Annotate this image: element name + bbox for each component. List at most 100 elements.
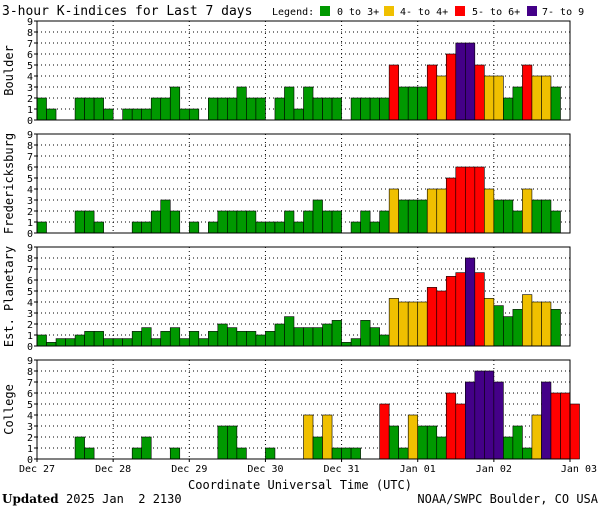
bar-est-planetary: [484, 298, 495, 347]
x-tick-label: Dec 27: [19, 464, 55, 475]
updated-label: Updated: [2, 492, 59, 506]
bar-fredericksburg: [227, 210, 238, 234]
bar-fredericksburg: [541, 199, 552, 234]
bar-boulder: [350, 97, 361, 121]
bar-boulder: [179, 108, 190, 121]
bar-est-planetary: [531, 301, 542, 347]
bar-fredericksburg: [331, 210, 342, 234]
bar-boulder: [331, 97, 342, 121]
bar-boulder: [293, 108, 304, 121]
bar-boulder: [255, 97, 266, 121]
bar-fredericksburg: [93, 221, 104, 234]
bar-fredericksburg: [322, 210, 333, 234]
x-axis-ticks: Dec 27 Dec 28 Dec 29 Dec 30 Dec 31 Jan 01 Jan …: [19, 459, 597, 475]
bar-fredericksburg: [379, 210, 390, 234]
y-tick-label: 7: [27, 152, 33, 163]
y-tick-label: 3: [27, 83, 33, 94]
bar-est-planetary: [246, 331, 257, 347]
bar-est-planetary: [379, 334, 390, 347]
y-tick-label: 1: [27, 331, 33, 342]
bar-fredericksburg: [445, 177, 457, 234]
bar-college: [436, 436, 447, 460]
bar-boulder: [465, 42, 476, 121]
bar-est-planetary: [74, 334, 85, 347]
bar-college: [312, 436, 323, 460]
bar-college: [455, 403, 466, 460]
y-tick-label: 9: [27, 17, 33, 28]
bar-fredericksburg: [274, 221, 285, 234]
bar-est-planetary: [208, 331, 219, 347]
bar-est-planetary: [322, 323, 333, 347]
bar-fredericksburg: [531, 199, 542, 234]
bar-est-planetary: [550, 309, 561, 347]
bar-fredericksburg: [522, 188, 533, 234]
legend-item-green: 0 to 3+: [337, 7, 379, 18]
bar-boulder: [369, 97, 380, 121]
y-tick-label: 6: [27, 50, 33, 61]
x-tick-label: Dec 28: [95, 464, 131, 475]
y-tick-label: 6: [27, 163, 33, 174]
bar-est-planetary: [493, 305, 504, 347]
bar-fredericksburg: [398, 199, 409, 234]
legend-swatch-yellow: [384, 6, 394, 16]
bar-boulder: [436, 75, 447, 121]
y-tick-label: 2: [27, 433, 33, 444]
y-tick-label: 0: [27, 342, 33, 353]
bar-est-planetary: [65, 338, 76, 347]
bar-fredericksburg: [312, 199, 323, 234]
bar-college: [350, 447, 361, 460]
bar-college: [303, 414, 314, 460]
bar-college: [522, 447, 533, 460]
bar-boulder: [445, 53, 457, 121]
bar-est-planetary: [274, 323, 285, 347]
bar-fredericksburg: [74, 210, 85, 234]
legend-swatch-purple: [527, 6, 537, 16]
y-tick-label: 7: [27, 265, 33, 276]
bar-fredericksburg: [350, 221, 361, 234]
bar-est-planetary: [350, 338, 361, 347]
bar-est-planetary: [541, 301, 552, 347]
bar-est-planetary: [179, 338, 190, 347]
x-axis-label: Coordinate Universal Time (UTC): [188, 478, 412, 492]
bar-est-planetary: [303, 327, 314, 347]
bar-est-planetary: [474, 272, 485, 347]
bar-est-planetary: [122, 338, 133, 347]
bar-boulder: [531, 75, 542, 121]
bar-college: [493, 381, 504, 460]
bar-boulder: [93, 97, 104, 121]
bar-boulder: [512, 86, 523, 121]
station-label-fredericksburg: Fredericksburg: [2, 133, 16, 234]
bar-est-planetary: [93, 331, 104, 347]
bar-boulder: [522, 64, 533, 121]
legend-label: Legend:: [272, 7, 314, 18]
legend-item-yellow: 4- to 4+: [400, 7, 448, 18]
bar-boulder: [303, 86, 314, 121]
bar-college: [217, 425, 228, 460]
bar-college: [465, 381, 476, 460]
bar-boulder: [474, 64, 485, 121]
bar-fredericksburg: [236, 210, 247, 234]
bar-est-planetary: [131, 331, 142, 347]
bar-boulder: [455, 42, 466, 121]
bar-boulder: [398, 86, 409, 121]
bar-fredericksburg: [150, 210, 162, 234]
y-tick-label: 5: [27, 174, 33, 185]
bar-college: [503, 436, 514, 460]
bar-college: [236, 447, 247, 460]
bar-est-planetary: [417, 301, 428, 347]
bar-fredericksburg: [169, 210, 181, 234]
bar-est-planetary: [55, 338, 66, 347]
y-tick-label: 4: [27, 411, 33, 422]
bar-boulder: [493, 75, 504, 121]
legend-swatch-red: [455, 6, 465, 16]
bar-est-planetary: [522, 294, 533, 347]
bar-fredericksburg: [208, 221, 219, 234]
x-tick-label: Jan 02: [476, 464, 512, 475]
bar-est-planetary: [293, 327, 304, 347]
bar-est-planetary: [331, 320, 342, 347]
bar-college: [331, 447, 342, 460]
